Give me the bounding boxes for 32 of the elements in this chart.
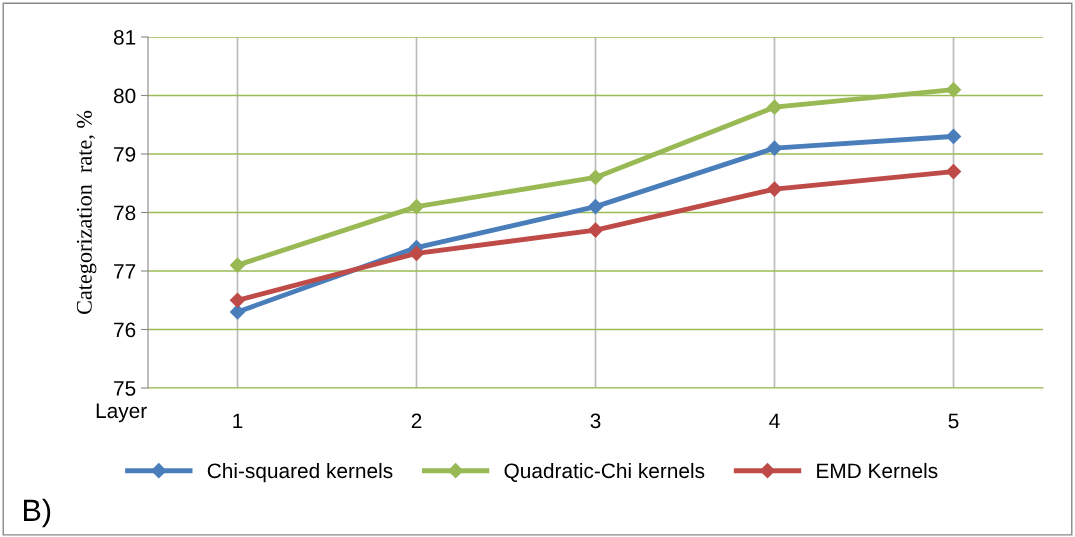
y-tick-label: 75	[114, 381, 136, 396]
point	[945, 163, 962, 180]
point	[587, 199, 604, 215]
y-tick-label: 78	[114, 205, 136, 221]
y-tick-label: 79	[114, 147, 136, 162]
y-axis-title: Categorization rate, %	[76, 110, 97, 315]
point	[587, 222, 604, 238]
point	[587, 169, 604, 185]
point	[766, 140, 783, 156]
point	[945, 128, 962, 145]
point	[766, 99, 783, 115]
point	[408, 199, 425, 215]
legend-label: EMD Kernels	[817, 462, 938, 479]
point	[229, 257, 246, 273]
y-tick-label: 76	[114, 322, 136, 338]
x-tick-label: 5	[948, 413, 959, 429]
x-axis-title: Layer	[96, 403, 147, 423]
x-tick-label: 3	[590, 413, 601, 429]
text: B)	[24, 498, 51, 528]
y-tick-label: 81	[113, 30, 136, 45]
legend-label: Chi-squared kernels	[207, 462, 393, 483]
y-tick-label: 80	[113, 88, 136, 104]
legend-label: Quadratic-Chi kernels	[504, 462, 705, 482]
point	[229, 292, 246, 308]
point	[408, 245, 425, 262]
point	[766, 181, 783, 197]
point	[945, 82, 962, 98]
point	[229, 304, 246, 320]
x-tick-label: 4	[769, 413, 780, 429]
x-tick-label: 2	[411, 413, 422, 429]
y-tick-label: 77	[114, 264, 136, 279]
x-tick-label: 1	[233, 413, 243, 429]
